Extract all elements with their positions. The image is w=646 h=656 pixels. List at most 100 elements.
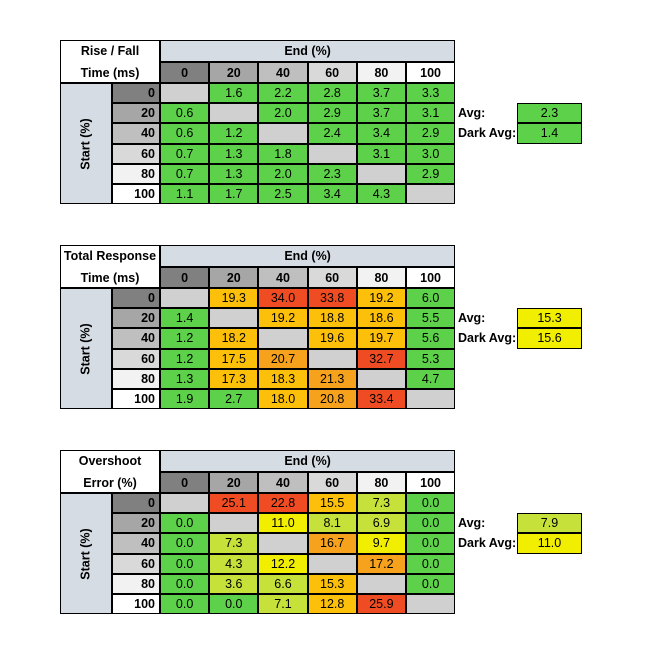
end-header: End (%) [160, 245, 456, 267]
value-cell: 0.6 [160, 123, 210, 144]
empty-cell [307, 348, 357, 369]
value-cell: 5.5 [406, 308, 456, 329]
value-cell: 19.7 [356, 328, 406, 349]
value-cell: 1.3 [209, 143, 259, 164]
value-cell: 1.7 [209, 184, 259, 205]
value-cell: 11.0 [258, 513, 308, 534]
empty-cell [307, 553, 357, 574]
value-cell: 7.1 [258, 594, 308, 615]
dark-avg-label: Dark Avg: [458, 126, 517, 141]
table-title: Overshoot [78, 454, 142, 468]
value-cell: 20.7 [258, 348, 308, 369]
empty-cell [258, 123, 308, 144]
value-cell: 5.6 [406, 328, 456, 349]
value-cell: 0.0 [406, 533, 456, 554]
value-cell: 18.2 [209, 328, 259, 349]
column-header: 80 [356, 472, 406, 493]
value-cell: 4.3 [356, 184, 406, 205]
title-cell [60, 450, 160, 493]
value-cell: 8.1 [307, 513, 357, 534]
dark-avg-label: Dark Avg: [458, 536, 517, 551]
value-cell: 19.2 [258, 308, 308, 329]
empty-cell [160, 288, 210, 309]
value-cell: 0.6 [160, 103, 210, 124]
value-cell: 25.1 [209, 493, 259, 514]
value-cell: 0.0 [406, 573, 456, 594]
value-cell: 0.7 [160, 163, 210, 184]
value-cell: 2.8 [307, 83, 357, 104]
value-cell: 16.7 [307, 533, 357, 554]
value-cell: 17.3 [209, 368, 259, 389]
value-cell: 6.9 [356, 513, 406, 534]
column-header: 20 [209, 267, 259, 288]
avg-value: 15.3 [517, 308, 582, 329]
row-header: 40 [112, 123, 160, 144]
empty-cell [209, 308, 259, 329]
avg-value: 2.3 [517, 103, 582, 124]
row-header: 20 [112, 103, 160, 124]
value-cell: 1.3 [160, 368, 210, 389]
row-header: 100 [112, 594, 160, 615]
value-cell: 18.0 [258, 389, 308, 410]
value-cell: 3.1 [406, 103, 456, 124]
value-cell: 33.4 [356, 389, 406, 410]
value-cell: 1.6 [209, 83, 259, 104]
dark-avg-value: 15.6 [517, 328, 582, 349]
row-header: 20 [112, 513, 160, 534]
value-cell: 0.7 [160, 143, 210, 164]
empty-cell [209, 103, 259, 124]
column-header: 100 [406, 267, 456, 288]
column-header: 100 [406, 62, 456, 83]
value-cell: 6.0 [406, 288, 456, 309]
empty-cell [356, 368, 406, 389]
value-cell: 3.7 [356, 83, 406, 104]
value-cell: 0.0 [209, 594, 259, 615]
value-cell: 3.0 [406, 143, 456, 164]
row-header: 80 [112, 163, 160, 184]
end-header: End (%) [160, 40, 456, 62]
column-header: 0 [160, 62, 210, 83]
avg-value: 7.9 [517, 513, 582, 534]
column-header: 60 [307, 62, 357, 83]
avg-label: Avg: [458, 311, 486, 326]
value-cell: 34.0 [258, 288, 308, 309]
value-cell: 6.6 [258, 573, 308, 594]
value-cell: 1.2 [160, 348, 210, 369]
empty-cell [406, 389, 456, 410]
value-cell: 2.2 [258, 83, 308, 104]
value-cell: 5.3 [406, 348, 456, 369]
value-cell: 0.0 [406, 553, 456, 574]
value-cell: 0.0 [160, 553, 210, 574]
empty-cell [160, 493, 210, 514]
row-header: 0 [112, 493, 160, 514]
value-cell: 18.3 [258, 368, 308, 389]
table-title: Error (%) [83, 475, 137, 490]
column-header: 60 [307, 472, 357, 493]
row-header: 40 [112, 533, 160, 554]
value-cell: 1.1 [160, 184, 210, 205]
row-header: 100 [112, 389, 160, 410]
value-cell: 3.4 [356, 123, 406, 144]
value-cell: 0.0 [406, 513, 456, 534]
column-header: 60 [307, 267, 357, 288]
value-cell: 33.8 [307, 288, 357, 309]
title-cell [60, 245, 160, 288]
start-header: Start (%) [60, 493, 112, 615]
empty-cell [356, 163, 406, 184]
column-header: 100 [406, 472, 456, 493]
empty-cell [160, 83, 210, 104]
value-cell: 0.0 [160, 513, 210, 534]
value-cell: 1.2 [160, 328, 210, 349]
table-title: Total Response [63, 249, 157, 263]
value-cell: 4.7 [406, 368, 456, 389]
value-cell: 19.6 [307, 328, 357, 349]
column-header: 40 [258, 472, 308, 493]
value-cell: 7.3 [356, 493, 406, 514]
empty-cell [406, 594, 456, 615]
table-title: Rise / Fall [80, 44, 140, 58]
row-header: 20 [112, 308, 160, 329]
row-header: 80 [112, 368, 160, 389]
value-cell: 2.3 [307, 163, 357, 184]
value-cell: 17.5 [209, 348, 259, 369]
value-cell: 1.9 [160, 389, 210, 410]
